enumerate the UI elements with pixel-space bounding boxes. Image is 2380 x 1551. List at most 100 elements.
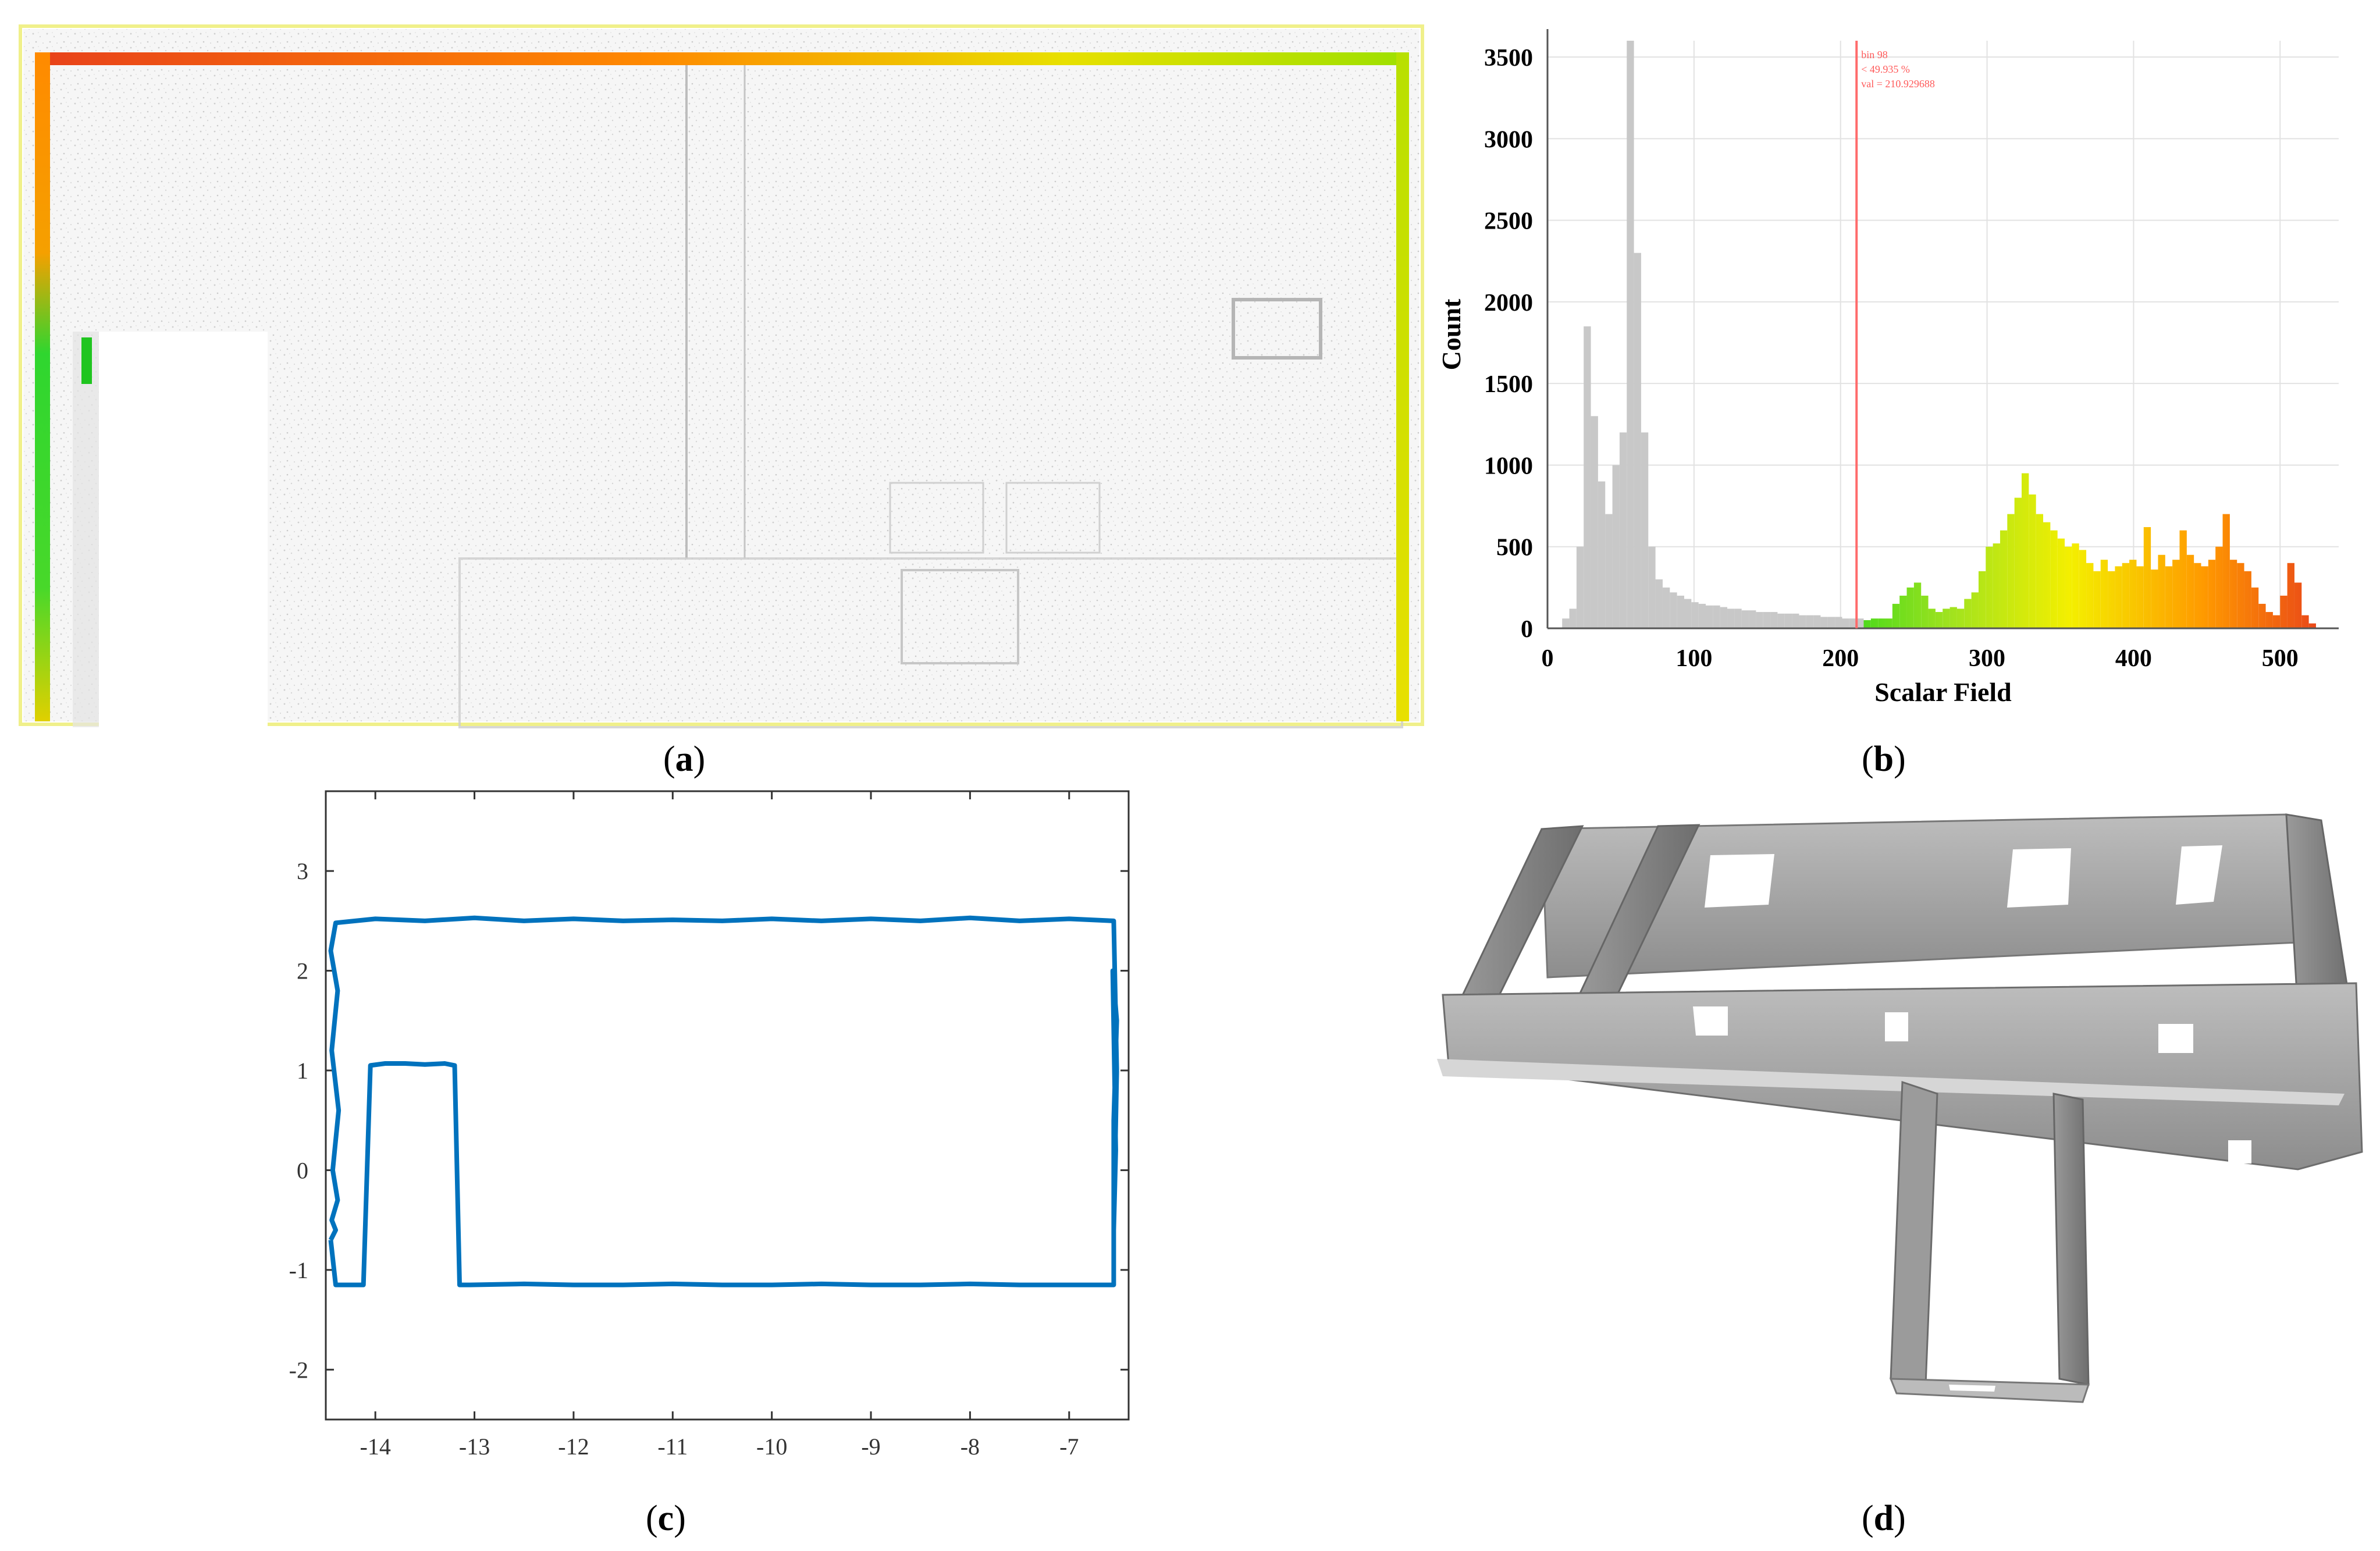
y-tick-label: -1 [289, 1257, 308, 1283]
x-tick-label: -14 [360, 1433, 391, 1460]
caption-d: (d) [1862, 1499, 1906, 1538]
histogram-bar [1870, 618, 1879, 628]
histogram-bar [2050, 530, 2058, 628]
histogram-bar [1691, 602, 1699, 628]
y-tick-label: 1000 [1484, 453, 1533, 479]
y-tick-label: 0 [297, 1157, 308, 1183]
histogram-grid [1547, 41, 2339, 629]
x-tick-label: -10 [756, 1433, 787, 1460]
histogram-bar [2280, 595, 2287, 628]
histogram-bar [1749, 610, 1756, 628]
histogram-bar [2194, 563, 2201, 628]
histogram-bar [1720, 607, 1728, 628]
histogram-bar [1612, 465, 1620, 628]
panel-b-histogram: 0 500 1000 1500 2000 2500 3000 3500 0 100 200 300 40… [1425, 17, 2374, 733]
histogram-bar [2057, 538, 2065, 628]
caption-a: (a) [663, 739, 706, 779]
histogram-bar [2158, 554, 2165, 628]
histogram-bar [2143, 527, 2151, 628]
plot-frame [325, 790, 1130, 1421]
histogram-bar [2215, 546, 2223, 628]
x-tick-label: -13 [459, 1433, 490, 1460]
y-tick-label: 2 [297, 958, 308, 984]
histogram-bar [2229, 560, 2237, 628]
histogram-bar [2065, 546, 2072, 628]
histogram-bar [1713, 605, 1720, 628]
y-tick-label: -2 [289, 1357, 308, 1383]
histogram-bar [1684, 599, 1692, 628]
histogram-bar [2122, 563, 2130, 628]
histogram-bar [2237, 563, 2244, 628]
histogram-bar [1605, 514, 1613, 628]
histogram-bar [2186, 554, 2194, 628]
histogram-bar [1885, 618, 1892, 628]
caption-c: (c) [646, 1499, 686, 1538]
wall-3d-model [1437, 813, 2363, 1403]
x-tick-label: -7 [1059, 1433, 1079, 1460]
histogram-bar [1813, 615, 1821, 628]
histogram-bar [2222, 514, 2230, 628]
histogram-bar [2100, 560, 2108, 628]
histogram-tick-labels: 0 500 1000 1500 2000 2500 3000 3500 0 100 200 300 40… [1484, 45, 2299, 672]
histogram-bar [1943, 609, 1950, 628]
histogram-bar [1913, 582, 1922, 628]
histogram-bar [1799, 615, 1806, 628]
histogram-bar [1849, 618, 1857, 628]
histogram-bar [1591, 416, 1598, 628]
histogram-bar [1662, 587, 1670, 628]
histogram-bar [1784, 613, 1792, 628]
histogram-bar [1584, 326, 1591, 628]
histogram-bar [2093, 571, 2101, 628]
histogram-bar [1677, 595, 1684, 628]
histogram-bar [1569, 609, 1577, 628]
y-tick-label: 0 [1521, 616, 1533, 643]
histogram-y-axis-label: Count [1436, 298, 1466, 370]
histogram-bar [1756, 611, 1763, 628]
histogram-bar [1956, 609, 1965, 628]
x-tick-label: 100 [1675, 645, 1712, 672]
histogram-bar [1576, 546, 1584, 628]
histogram-bar [1993, 543, 2000, 628]
histogram-bar [1863, 620, 1871, 628]
histogram-bar [2043, 522, 2051, 628]
x-tick-label: 0 [1542, 645, 1554, 672]
histogram-bar [2072, 543, 2079, 628]
histogram-bar [1734, 609, 1742, 628]
histogram-bar [2294, 582, 2302, 628]
histogram-bar [1763, 611, 1771, 628]
histogram-bar [1892, 603, 1900, 628]
histogram-bar [2000, 530, 2008, 628]
histogram-bar [2301, 615, 2309, 628]
histogram-bar [1770, 611, 1778, 628]
histogram-bar [2007, 514, 2015, 628]
histogram-bar [1655, 579, 1663, 628]
y-tick-label: 3 [297, 858, 308, 884]
marker-bin-label: bin 98 [1861, 49, 1888, 61]
histogram-bar [1835, 617, 1842, 628]
panel-a-wall-image [17, 17, 1425, 733]
histogram-bar [1978, 571, 1986, 628]
histogram-bar [2165, 566, 2173, 628]
histogram-bar [1562, 618, 1570, 628]
histogram-axes [1546, 29, 2339, 629]
histogram-bar [2086, 563, 2094, 628]
panel-d-3d-model [1425, 803, 2374, 1484]
histogram-bar [1899, 595, 1907, 628]
histogram-bar [1648, 546, 1656, 628]
histogram-bar [2179, 530, 2187, 628]
marker-percent-label: < 49.935 % [1861, 63, 1910, 75]
histogram-bar [2079, 550, 2087, 628]
histogram-bar [1698, 603, 1706, 628]
histogram-bar [2172, 560, 2180, 628]
histogram-bar [2129, 560, 2137, 628]
histogram-bar [1627, 41, 1634, 628]
panel-c-outline-plot: -14 -13 -12 -11 -10 -9 -8 -7 -2 -1 0 1 2 3 [244, 774, 1198, 1489]
y-tick-label: 1 [297, 1058, 308, 1084]
histogram-bar [2021, 473, 2029, 628]
histogram-bar [2115, 566, 2122, 628]
histogram-bar [1727, 609, 1735, 628]
wall-point-cloud [19, 24, 1424, 728]
histogram-x-axis-label: Scalar Field [1874, 677, 2012, 707]
histogram-bar [1598, 481, 1606, 628]
